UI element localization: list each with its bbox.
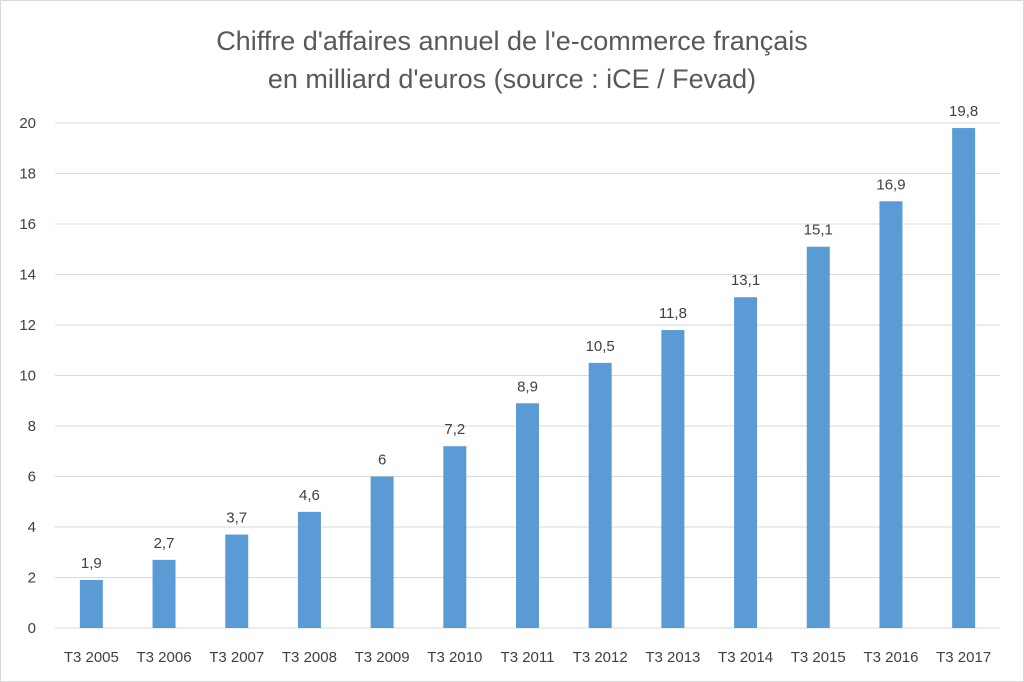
bar <box>225 534 249 628</box>
bar-value-label: 10,5 <box>586 338 615 355</box>
x-tick-label: T3 2009 <box>355 649 410 666</box>
x-axis: T3 2005 T3 2006 T3 2007 T3 2008 T3 2009 T3 20… <box>64 649 991 666</box>
bar <box>443 446 467 628</box>
y-tick-label: 12 <box>19 317 36 334</box>
bar <box>661 330 685 628</box>
x-tick-label: T3 2005 <box>64 649 119 666</box>
y-tick-label: 14 <box>19 267 36 284</box>
y-tick-label: 8 <box>28 418 36 435</box>
bar-value-label: 15,1 <box>804 222 833 239</box>
bar <box>806 246 830 628</box>
y-tick-label: 2 <box>28 570 36 587</box>
bar-value-label: 7,2 <box>444 421 465 438</box>
y-tick-label: 20 <box>19 115 36 132</box>
chart-title-block: Chiffre d'affaires annuel de l'e-commerc… <box>0 22 1024 98</box>
chart-subtitle: en milliard d'euros (source : iCE / Feva… <box>267 64 757 94</box>
bar <box>588 362 612 628</box>
x-tick-label: T3 2014 <box>718 649 773 666</box>
bar-value-label: 2,7 <box>154 535 175 552</box>
y-tick-label: 18 <box>19 166 36 183</box>
x-tick-label: T3 2016 <box>863 649 918 666</box>
y-tick-label: 0 <box>28 620 36 637</box>
bar <box>952 128 976 629</box>
y-tick-label: 6 <box>28 469 36 486</box>
y-tick-label: 16 <box>19 216 36 233</box>
x-tick-label: T3 2011 <box>501 649 555 666</box>
data-labels: 1,9 2,7 3,7 4,6 6 7,2 8,9 10,5 11,8 13,1 15,1 16,9 1… <box>81 103 978 572</box>
x-tick-label: T3 2007 <box>209 649 264 666</box>
x-tick-label: T3 2010 <box>427 649 482 666</box>
x-tick-label: T3 2006 <box>137 649 192 666</box>
bar-value-label: 19,8 <box>949 103 978 120</box>
bar <box>79 580 103 628</box>
bar <box>370 476 394 628</box>
bar-value-label: 4,6 <box>299 487 320 504</box>
y-tick-label: 4 <box>28 519 36 536</box>
bar <box>516 403 539 628</box>
x-tick-label: T3 2015 <box>791 649 846 666</box>
bar-value-label: 1,9 <box>81 555 102 572</box>
bar-value-label: 6 <box>378 452 386 469</box>
x-tick-label: T3 2012 <box>573 649 628 666</box>
x-tick-label: T3 2013 <box>645 649 700 666</box>
bar-value-label: 13,1 <box>731 272 760 289</box>
y-tick-label: 10 <box>19 368 36 385</box>
bars <box>79 128 976 629</box>
bar-value-label: 11,8 <box>659 305 687 322</box>
bar-value-label: 8,9 <box>517 378 538 395</box>
bar <box>152 559 176 628</box>
bar-value-label: 16,9 <box>876 176 905 193</box>
chart-title: Chiffre d'affaires annuel de l'e-commerc… <box>216 26 808 56</box>
x-tick-label: T3 2008 <box>282 649 337 666</box>
x-tick-label: T3 2017 <box>936 649 991 666</box>
bar <box>734 297 758 628</box>
bar <box>879 201 903 628</box>
bar <box>297 511 321 628</box>
bar-value-label: 3,7 <box>226 510 247 527</box>
y-axis: 0 2 4 6 8 10 12 14 16 18 20 <box>19 115 36 637</box>
